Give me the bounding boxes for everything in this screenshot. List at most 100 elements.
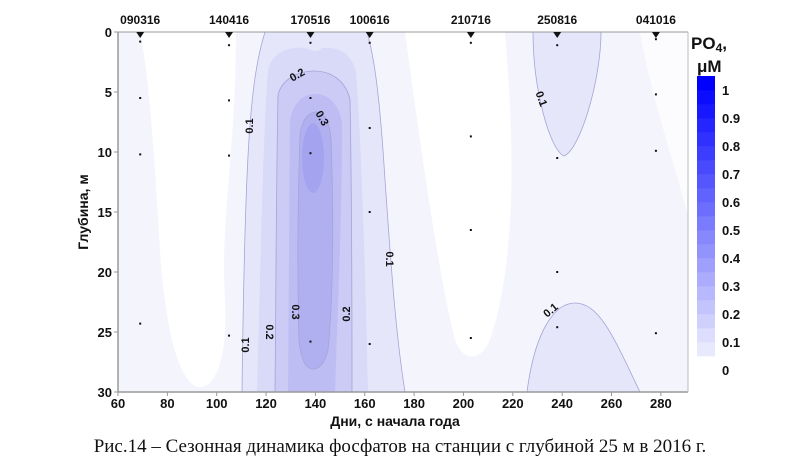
station-label: 210716 bbox=[451, 13, 491, 27]
colorbar-band bbox=[697, 328, 715, 343]
colorbar-band bbox=[697, 146, 715, 161]
stations: 090316 140416 170516 100616 210716 250816 0410… bbox=[120, 13, 676, 345]
colorbar-band bbox=[697, 286, 715, 301]
region-below-0.05-left bbox=[140, 32, 236, 387]
station-label: 090316 bbox=[120, 13, 160, 27]
colorbar-band bbox=[697, 90, 715, 105]
sample-point bbox=[139, 153, 142, 156]
sample-point bbox=[469, 337, 472, 339]
station-marker-icon bbox=[553, 32, 562, 38]
colorbar-tick-label: 0.7 bbox=[722, 167, 740, 182]
sample-point bbox=[309, 152, 312, 155]
colorbar-band bbox=[697, 314, 715, 329]
colorbar-band bbox=[697, 300, 715, 315]
x-tick-label: 60 bbox=[111, 396, 125, 411]
colorbar-band bbox=[697, 244, 715, 259]
colorbar-band bbox=[697, 202, 715, 217]
x-tick-label: 80 bbox=[160, 396, 174, 411]
sample-point bbox=[309, 340, 312, 343]
colorbar-band bbox=[697, 160, 715, 175]
y-tick-label: 10 bbox=[98, 145, 112, 160]
colorbar-tick-label: 0.4 bbox=[722, 251, 741, 266]
x-tick-label: 200 bbox=[453, 396, 475, 411]
region-0.35 bbox=[302, 123, 324, 193]
y-ticks: 0 5 10 15 20 25 30 bbox=[98, 25, 118, 400]
region-0.1-top-right bbox=[532, 31, 602, 157]
sample-point bbox=[654, 93, 657, 96]
sample-point bbox=[556, 157, 559, 159]
colorbar-band bbox=[697, 272, 715, 287]
sample-point bbox=[556, 44, 559, 47]
sample-point bbox=[469, 41, 472, 44]
sample-point bbox=[469, 135, 472, 138]
colorbar-band bbox=[697, 342, 715, 357]
colorbar-tick-label: 0 bbox=[722, 363, 729, 378]
colorbar-tick-label: 1 bbox=[722, 83, 729, 98]
colorbar-band bbox=[697, 230, 715, 245]
sample-point bbox=[139, 97, 142, 99]
colorbar-band bbox=[697, 258, 715, 273]
colorbar-tick-label: 0.9 bbox=[722, 111, 740, 126]
colorbar-band bbox=[697, 216, 715, 231]
sample-point bbox=[228, 334, 231, 337]
contour-label: 0.1 bbox=[383, 251, 395, 266]
contour-label: 0.2 bbox=[341, 306, 353, 321]
x-tick-label: 140 bbox=[305, 396, 327, 411]
sample-point bbox=[309, 97, 312, 99]
region-below-0.05-right bbox=[640, 32, 688, 215]
x-ticks: 60 80 100 120 140 160 180 200 220 240 260 280 bbox=[111, 392, 672, 411]
region-below-0.05-mid bbox=[405, 32, 512, 357]
colorbar-tick-label: 0.2 bbox=[722, 307, 740, 322]
colorbar-band bbox=[697, 118, 715, 133]
sample-point bbox=[368, 127, 371, 129]
station-label: 250816 bbox=[537, 13, 577, 27]
region-0.1-bottom-right bbox=[526, 302, 641, 393]
x-tick-label: 220 bbox=[502, 396, 524, 411]
colorbar-title: PO4, bbox=[691, 34, 727, 55]
contour-label: 0.1 bbox=[244, 118, 256, 133]
colorbar-band bbox=[697, 132, 715, 147]
colorbar-band bbox=[697, 188, 715, 203]
colorbar-tick-label: 0.5 bbox=[722, 223, 740, 238]
plot-area bbox=[118, 31, 688, 393]
sample-point bbox=[139, 40, 142, 43]
colorbar-band bbox=[697, 174, 715, 189]
x-tick-label: 120 bbox=[255, 396, 277, 411]
y-tick-label: 25 bbox=[98, 325, 112, 340]
contour-label: 0.2 bbox=[263, 324, 275, 339]
sample-point bbox=[556, 271, 559, 273]
figure-caption: Рис.14 – Сезонная динамика фосфатов на с… bbox=[94, 436, 707, 457]
colorbar-tick-label: 0.3 bbox=[722, 279, 740, 294]
contour-label: 0.1 bbox=[533, 90, 550, 108]
colorbar-tick-label: 0.8 bbox=[722, 139, 740, 154]
y-axis-label: Глубина, м bbox=[75, 174, 91, 249]
colorbar-tick-label: 0.1 bbox=[722, 335, 740, 350]
y-tick-label: 15 bbox=[98, 205, 112, 220]
sample-point bbox=[228, 44, 231, 47]
x-tick-label: 280 bbox=[650, 396, 672, 411]
station-label: 140416 bbox=[209, 13, 249, 27]
colorbar-unit: μM bbox=[697, 57, 722, 76]
station-marker-icon bbox=[365, 32, 374, 38]
station-marker-icon bbox=[651, 32, 660, 38]
x-tick-label: 240 bbox=[551, 396, 573, 411]
sample-point bbox=[368, 41, 371, 44]
sample-point bbox=[654, 38, 657, 41]
station-marker-icon bbox=[225, 32, 234, 38]
sample-point bbox=[654, 149, 657, 152]
x-tick-label: 180 bbox=[403, 396, 425, 411]
station-label: 100616 bbox=[350, 13, 390, 27]
sample-point bbox=[228, 154, 231, 157]
sample-point bbox=[368, 211, 371, 213]
x-tick-label: 100 bbox=[206, 396, 228, 411]
y-tick-label: 20 bbox=[98, 265, 112, 280]
colorbar-band bbox=[697, 76, 715, 91]
colorbar-tick-label: 0.6 bbox=[722, 195, 740, 210]
sample-point bbox=[139, 322, 142, 325]
sample-point bbox=[654, 332, 657, 335]
colorbar-band bbox=[697, 104, 715, 119]
y-tick-label: 5 bbox=[105, 85, 112, 100]
sample-point bbox=[228, 99, 231, 102]
station-label: 170516 bbox=[290, 13, 330, 27]
